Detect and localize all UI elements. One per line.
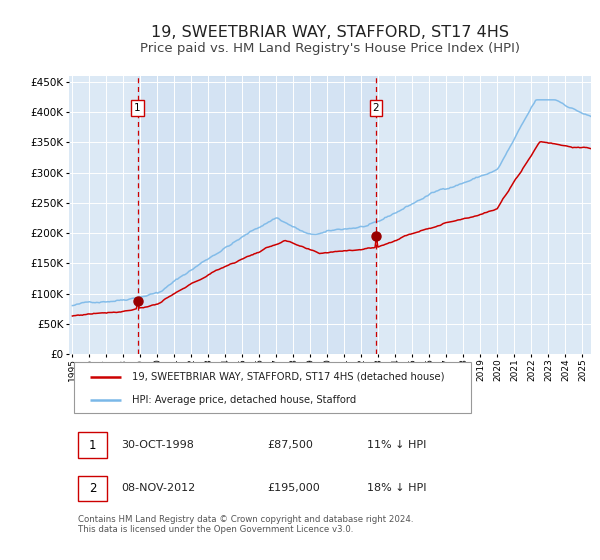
Text: Price paid vs. HM Land Registry's House Price Index (HPI): Price paid vs. HM Land Registry's House …: [140, 42, 520, 55]
Text: 19, SWEETBRIAR WAY, STAFFORD, ST17 4HS: 19, SWEETBRIAR WAY, STAFFORD, ST17 4HS: [151, 25, 509, 40]
Bar: [137, 76, 376, 354]
Text: 08-NOV-2012: 08-NOV-2012: [121, 483, 196, 493]
FancyBboxPatch shape: [74, 362, 471, 413]
Text: 19, SWEETBRIAR WAY, STAFFORD, ST17 4HS (detached house): 19, SWEETBRIAR WAY, STAFFORD, ST17 4HS (…: [131, 372, 444, 381]
FancyBboxPatch shape: [79, 475, 107, 501]
Text: 30-OCT-1998: 30-OCT-1998: [121, 440, 194, 450]
Text: 11% ↓ HPI: 11% ↓ HPI: [367, 440, 426, 450]
Text: £195,000: £195,000: [268, 483, 320, 493]
Text: Contains HM Land Registry data © Crown copyright and database right 2024.
This d: Contains HM Land Registry data © Crown c…: [79, 515, 414, 534]
FancyBboxPatch shape: [79, 432, 107, 458]
Text: HPI: Average price, detached house, Stafford: HPI: Average price, detached house, Staf…: [131, 395, 356, 405]
Text: 2: 2: [373, 103, 379, 113]
Text: £87,500: £87,500: [268, 440, 313, 450]
Text: 2: 2: [89, 482, 97, 495]
Text: 18% ↓ HPI: 18% ↓ HPI: [367, 483, 426, 493]
Text: 1: 1: [134, 103, 141, 113]
Text: 1: 1: [89, 439, 97, 452]
